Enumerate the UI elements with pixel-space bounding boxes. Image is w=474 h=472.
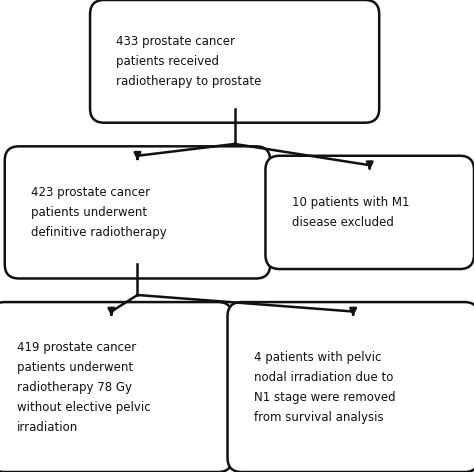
FancyBboxPatch shape [5,146,270,278]
Text: 433 prostate cancer
patients received
radiotherapy to prostate: 433 prostate cancer patients received ra… [116,35,262,88]
Text: 423 prostate cancer
patients underwent
definitive radiotherapy: 423 prostate cancer patients underwent d… [31,186,166,239]
FancyBboxPatch shape [265,156,474,269]
Text: 10 patients with M1
disease excluded: 10 patients with M1 disease excluded [292,196,409,229]
Text: 4 patients with pelvic
nodal irradiation due to
N1 stage were removed
from survi: 4 patients with pelvic nodal irradiation… [254,351,395,423]
FancyBboxPatch shape [0,302,232,472]
FancyBboxPatch shape [90,0,379,123]
Text: 419 prostate cancer
patients underwent
radiotherapy 78 Gy
without elective pelvi: 419 prostate cancer patients underwent r… [17,340,150,434]
FancyBboxPatch shape [228,302,474,472]
